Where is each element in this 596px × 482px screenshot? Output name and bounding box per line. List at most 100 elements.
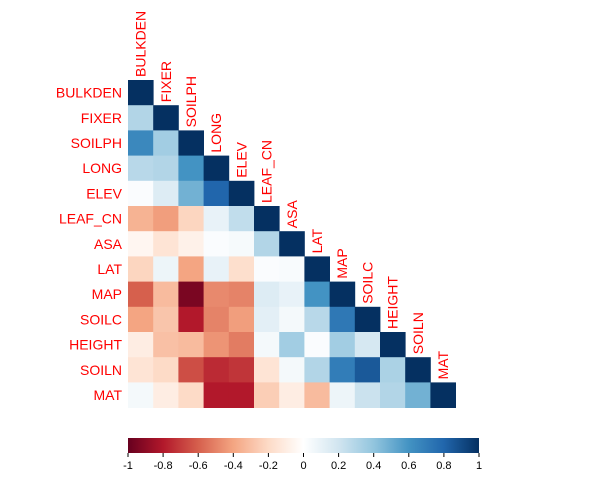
column-label-soilph: SOILPH xyxy=(183,76,199,127)
cell-soiln-long xyxy=(203,357,230,383)
cell-map-elev xyxy=(228,281,255,308)
colorbar-tick-label: -0.6 xyxy=(189,460,208,472)
cell-leaf-cn-fixer xyxy=(153,206,179,232)
cell-leaf-cn-bulkden xyxy=(128,206,154,232)
cell-soilph-fixer xyxy=(153,130,179,156)
cell-soiln-soilc xyxy=(354,357,381,383)
cell-height-bulkden xyxy=(128,332,154,358)
cell-soilc-long xyxy=(203,306,230,333)
cell-map-lat xyxy=(304,281,330,308)
cell-soilc-soilc xyxy=(354,306,381,333)
colorbar-tick-label: 0.2 xyxy=(331,460,346,472)
colorbar-tick-label: 1 xyxy=(476,460,482,472)
cell-mat-long xyxy=(203,382,230,408)
cell-soilc-lat xyxy=(304,306,330,333)
cell-soiln-lat xyxy=(304,357,330,383)
column-label-bulkden: BULKDEN xyxy=(133,11,149,77)
row-label-long: LONG xyxy=(82,160,122,176)
cell-lat-leaf-cn xyxy=(254,256,280,282)
row-label-map: MAP xyxy=(92,286,122,302)
colorbar-tick-label: -0.8 xyxy=(154,460,173,472)
colorbar-tick-label: -1 xyxy=(123,460,133,472)
cell-elev-bulkden xyxy=(128,180,154,207)
cell-leaf-cn-elev xyxy=(228,206,255,232)
cell-map-map xyxy=(329,281,356,308)
column-label-mat: MAT xyxy=(435,350,451,379)
column-label-lat: LAT xyxy=(309,228,325,253)
cell-mat-lat xyxy=(304,382,330,408)
cell-mat-map xyxy=(329,382,356,408)
cell-leaf-cn-long xyxy=(203,206,230,232)
cell-map-bulkden xyxy=(128,281,154,308)
column-labels: BULKDEN FIXER SOILPH LONG ELEV LEAF_CN ASA LAT M… xyxy=(133,11,451,380)
column-label-height: HEIGHT xyxy=(385,276,401,329)
cell-height-soilph xyxy=(178,332,204,358)
cell-soiln-height xyxy=(380,357,406,383)
cell-height-long xyxy=(203,332,230,358)
colorbar-tick-label: 0.4 xyxy=(366,460,381,472)
cell-soiln-asa xyxy=(279,357,305,383)
row-labels: BULKDEN FIXER SOILPH LONG ELEV LEAF_CN ASA LAT M… xyxy=(56,85,123,403)
cell-lat-long xyxy=(203,256,230,282)
cell-map-long xyxy=(203,281,230,308)
cell-soilc-bulkden xyxy=(128,306,154,333)
cell-asa-fixer xyxy=(153,231,179,257)
cell-asa-soilph xyxy=(178,231,204,257)
cell-soilph-soilph xyxy=(178,130,204,156)
cell-soiln-fixer xyxy=(153,357,179,383)
cell-soiln-soiln xyxy=(405,357,431,383)
cell-height-elev xyxy=(228,332,255,358)
cell-mat-soiln xyxy=(405,382,431,408)
cell-mat-elev xyxy=(228,382,255,408)
cell-height-map xyxy=(329,332,356,358)
row-label-mat: MAT xyxy=(93,387,122,403)
cell-soilph-bulkden xyxy=(128,130,154,156)
cell-long-long xyxy=(203,155,230,182)
cell-soilc-elev xyxy=(228,306,255,333)
cell-asa-leaf-cn xyxy=(254,231,280,257)
cell-height-lat xyxy=(304,332,330,358)
row-label-elev: ELEV xyxy=(86,185,122,201)
cell-lat-fixer xyxy=(153,256,179,282)
cell-long-fixer xyxy=(153,155,179,182)
cell-lat-elev xyxy=(228,256,255,282)
cell-lat-lat xyxy=(304,256,330,282)
colorbar-tick-label: 0.6 xyxy=(401,460,416,472)
row-label-soiln: SOILN xyxy=(80,362,122,378)
cell-lat-soilph xyxy=(178,256,204,282)
column-label-map: MAP xyxy=(334,248,350,278)
cell-leaf-cn-leaf-cn xyxy=(254,206,280,232)
cell-long-soilph xyxy=(178,155,204,182)
cell-height-height xyxy=(380,332,406,358)
row-label-soilph: SOILPH xyxy=(71,135,122,151)
row-label-lat: LAT xyxy=(97,261,122,277)
cell-soilc-fixer xyxy=(153,306,179,333)
row-label-bulkden: BULKDEN xyxy=(56,85,122,101)
cell-mat-soilc xyxy=(354,382,381,408)
cell-fixer-fixer xyxy=(153,105,179,131)
cell-soilc-leaf-cn xyxy=(254,306,280,333)
cell-mat-leaf-cn xyxy=(254,382,280,408)
row-label-fixer: FIXER xyxy=(81,110,122,126)
cell-height-soilc xyxy=(354,332,381,358)
cell-mat-mat xyxy=(430,382,456,408)
cell-mat-bulkden xyxy=(128,382,154,408)
cell-mat-fixer xyxy=(153,382,179,408)
cell-map-soilph xyxy=(178,281,204,308)
cell-lat-asa xyxy=(279,256,305,282)
cell-height-leaf-cn xyxy=(254,332,280,358)
column-label-long: LONG xyxy=(208,113,224,153)
row-label-height: HEIGHT xyxy=(69,337,122,353)
cell-map-leaf-cn xyxy=(254,281,280,308)
cell-mat-height xyxy=(380,382,406,408)
cell-elev-fixer xyxy=(153,180,179,207)
column-label-asa: ASA xyxy=(284,200,300,229)
column-label-soilc: SOILC xyxy=(359,262,375,304)
cell-bulkden-bulkden xyxy=(128,80,154,106)
cell-mat-soilph xyxy=(178,382,204,408)
cell-asa-elev xyxy=(228,231,255,257)
cell-height-fixer xyxy=(153,332,179,358)
cell-soiln-soilph xyxy=(178,357,204,383)
cell-soilc-soilph xyxy=(178,306,204,333)
